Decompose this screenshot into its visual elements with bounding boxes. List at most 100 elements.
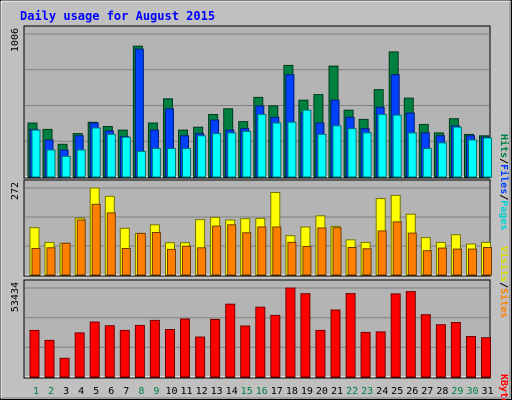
bar-kbytes-day-19 (300, 293, 311, 378)
bar-sites-day-7 (121, 248, 131, 276)
bar-pages-day-27 (422, 148, 432, 178)
bar-kbytes-day-4 (74, 332, 85, 378)
bar-pages-day-23 (362, 132, 372, 178)
bar-kbytes-day-3 (59, 357, 70, 378)
bar-pages-day-4 (76, 149, 86, 178)
bar-kbytes-day-21 (330, 309, 341, 378)
bar-pages-day-22 (347, 128, 357, 178)
bar-pages-day-15 (242, 131, 252, 178)
bar-sites-day-4 (76, 219, 86, 276)
x-tick-label-day-1: 1 (33, 386, 39, 397)
bar-pages-day-18 (287, 121, 297, 178)
middle-axis-max-label: 272 (10, 182, 21, 200)
bar-pages-day-21 (332, 125, 342, 178)
bar-kbytes-day-23 (360, 331, 371, 378)
bar-sites-day-21 (332, 227, 342, 276)
legend-separator: / (498, 194, 509, 200)
bar-pages-day-30 (468, 139, 477, 178)
x-tick-label-day-27: 27 (421, 386, 433, 397)
x-tick-label-day-19: 19 (301, 386, 313, 397)
bar-pages-day-8 (136, 150, 146, 178)
bar-kbytes-day-24 (375, 331, 386, 378)
bar-sites-day-9 (151, 232, 161, 276)
chart-title: Daily usage for August 2015 (20, 9, 215, 23)
bar-pages-day-11 (182, 148, 191, 178)
bar-kbytes-day-12 (195, 336, 206, 378)
bar-kbytes-day-22 (345, 293, 356, 378)
bar-kbytes-day-26 (405, 291, 416, 378)
bar-sites-day-22 (347, 247, 357, 276)
bar-kbytes-day-20 (315, 329, 326, 378)
bar-kbytes-day-16 (255, 306, 266, 378)
bar-sites-day-31 (483, 247, 492, 276)
bar-pages-day-26 (407, 132, 417, 178)
bar-kbytes-day-30 (466, 336, 476, 378)
bar-sites-day-1 (31, 248, 41, 276)
x-tick-label-day-8: 8 (138, 386, 144, 397)
bar-pages-day-10 (167, 148, 176, 178)
x-tick-label-day-14: 14 (226, 386, 238, 397)
x-tick-label-day-16: 16 (256, 386, 268, 397)
bar-kbytes-day-2 (44, 339, 55, 378)
x-tick-label-day-12: 12 (196, 386, 208, 397)
x-tick-label-day-25: 25 (391, 386, 403, 397)
bar-sites-day-23 (362, 248, 372, 276)
bar-sites-day-17 (272, 226, 282, 276)
bar-sites-day-2 (46, 247, 56, 276)
bar-pages-day-9 (151, 148, 161, 178)
x-tick-label-day-30: 30 (466, 386, 478, 397)
x-tick-label-day-9: 9 (153, 386, 159, 397)
bar-sites-day-29 (452, 248, 462, 276)
legend-hits: Hits (498, 134, 510, 158)
x-tick-label-day-21: 21 (331, 386, 343, 397)
bar-kbytes-day-29 (450, 322, 461, 378)
x-tick-label-day-15: 15 (241, 386, 253, 397)
bar-pages-day-28 (437, 142, 447, 178)
bar-kbytes-day-27 (420, 314, 431, 378)
bar-kbytes-day-7 (119, 329, 130, 378)
bar-kbytes-day-18 (285, 287, 296, 378)
x-tick-label-day-10: 10 (165, 386, 177, 397)
bar-sites-day-11 (182, 245, 191, 276)
bar-kbytes-day-13 (210, 318, 221, 378)
bar-sites-day-19 (302, 246, 312, 276)
bar-kbytes-day-5 (89, 321, 100, 378)
bar-pages-day-14 (227, 132, 237, 178)
bar-kbytes-day-17 (270, 314, 281, 378)
bar-kbytes-day-1 (29, 329, 40, 378)
bar-kbytes-day-10 (165, 329, 175, 378)
bar-pages-day-7 (121, 136, 131, 178)
bar-pages-day-24 (377, 114, 387, 178)
bar-sites-day-3 (61, 242, 71, 276)
bar-sites-day-26 (407, 232, 417, 276)
bar-pages-day-5 (91, 127, 101, 178)
x-tick-label-day-13: 13 (211, 386, 223, 397)
bar-pages-day-20 (317, 133, 327, 178)
legend-visits: Visits (498, 246, 510, 282)
bar-kbytes-day-6 (104, 325, 115, 378)
x-tick-label-day-24: 24 (376, 386, 388, 397)
bar-pages-day-6 (106, 133, 116, 178)
bar-kbytes-day-25 (390, 293, 401, 378)
bar-pages-day-19 (302, 109, 312, 178)
bar-sites-day-6 (106, 212, 116, 276)
bar-pages-day-31 (483, 137, 492, 178)
x-axis-day-labels: 1 2 3 4 5 6 7 8 9 10 11 12 13 14 15 16 17 18 19 20 21 22 23 24 2… (33, 386, 494, 397)
x-tick-label-day-7: 7 (123, 386, 129, 397)
bar-pages-day-12 (197, 135, 207, 178)
bottom-axis-max-label: 53434 (10, 282, 21, 312)
x-tick-label-day-3: 3 (63, 386, 69, 397)
bar-kbytes-day-8 (134, 324, 145, 378)
bar-pages-day-1 (31, 129, 41, 178)
x-tick-label-day-28: 28 (436, 386, 448, 397)
bar-kbytes-day-15 (240, 325, 251, 378)
bar-pages-day-17 (272, 122, 282, 178)
x-tick-label-day-31: 31 (481, 386, 493, 397)
bar-sites-day-10 (167, 248, 176, 276)
bar-sites-day-28 (437, 247, 447, 276)
bar-kbytes-day-31 (481, 337, 491, 378)
legend-separator: / (498, 282, 509, 288)
bottom-legend: KBytes (498, 374, 509, 400)
x-tick-label-day-29: 29 (451, 386, 463, 397)
x-tick-label-day-20: 20 (316, 386, 328, 397)
